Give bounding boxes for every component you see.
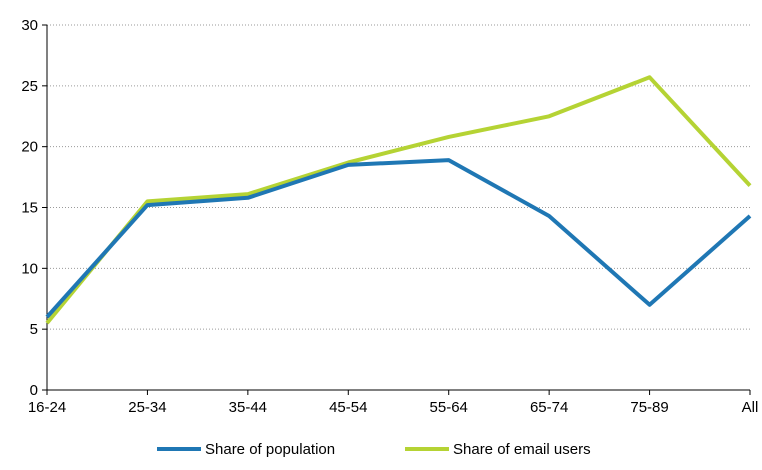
legend-label-share-of-population: Share of population [205,441,335,458]
x-tick-label-55-64: 55-64 [430,399,468,416]
series-line-share-of-email-users [45,75,752,325]
y-tick-label-25: 25 [21,78,38,95]
gridlines [47,24,750,330]
x-tick-label-75-89: 75-89 [630,399,668,416]
x-tick-label-16-24: 16-24 [28,399,66,416]
data-point-share-of-population-16-24 [45,315,49,319]
data-point-share-of-email-users-16-24 [45,321,49,325]
axes: 0 5 10 15 20 25 30 16-24 25-34 35-44 45-54 55-64 65-… [21,17,758,416]
y-tick-label-20: 20 [21,139,38,156]
x-tick-label-25-34: 25-34 [128,399,166,416]
y-tick-label-30: 30 [21,17,38,34]
data-point-share-of-population-65-74 [547,214,551,218]
x-tick-label-All: All [742,399,759,416]
series-lines [45,75,752,325]
legend: Share of population Share of email users [157,441,591,458]
legend-label-share-of-email-users: Share of email users [453,441,591,458]
data-point-share-of-population-25-34 [145,203,149,207]
data-point-share-of-email-users-65-74 [547,114,551,118]
data-point-share-of-email-users-All [748,184,752,188]
data-point-share-of-population-55-64 [447,158,451,162]
data-point-share-of-email-users-55-64 [447,135,451,139]
data-point-share-of-population-35-44 [246,196,250,200]
data-point-share-of-population-All [748,214,752,218]
series-line-share-of-population [45,158,752,319]
data-point-share-of-email-users-75-89 [648,75,652,79]
y-tick-label-10: 10 [21,260,38,277]
y-tick-label-15: 15 [21,200,38,217]
x-tick-label-45-54: 45-54 [329,399,367,416]
y-tick-label-0: 0 [30,382,38,399]
x-tick-label-35-44: 35-44 [229,399,267,416]
y-tick-label-5: 5 [30,321,38,338]
data-point-share-of-population-45-54 [346,163,350,167]
data-point-share-of-population-75-89 [648,303,652,307]
data-point-share-of-email-users-25-34 [145,199,149,203]
x-tick-label-65-74: 65-74 [530,399,568,416]
